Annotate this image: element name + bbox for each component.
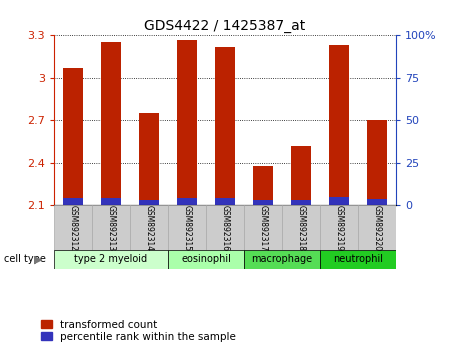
- Text: GSM892320: GSM892320: [373, 205, 382, 251]
- Bar: [176, 40, 198, 205]
- Title: GDS4422 / 1425387_at: GDS4422 / 1425387_at: [144, 19, 306, 33]
- Bar: [358, 205, 396, 250]
- Text: neutrophil: neutrophil: [333, 255, 383, 264]
- Bar: [130, 205, 168, 250]
- Bar: [244, 205, 282, 250]
- Bar: [168, 250, 244, 269]
- Text: eosinophil: eosinophil: [181, 255, 231, 264]
- Bar: [244, 250, 320, 269]
- Bar: [168, 205, 206, 250]
- Text: GSM892313: GSM892313: [107, 205, 116, 251]
- Text: ▶: ▶: [34, 255, 42, 264]
- Bar: [139, 113, 159, 205]
- Bar: [252, 200, 274, 205]
- Bar: [54, 205, 92, 250]
- Bar: [92, 205, 130, 250]
- Bar: [252, 166, 274, 205]
- Legend: transformed count, percentile rank within the sample: transformed count, percentile rank withi…: [41, 320, 236, 342]
- Bar: [139, 200, 159, 205]
- Bar: [100, 42, 122, 205]
- Text: GSM892319: GSM892319: [334, 205, 343, 251]
- Bar: [367, 120, 387, 205]
- Bar: [176, 198, 198, 205]
- Text: GSM892316: GSM892316: [220, 205, 230, 251]
- Bar: [328, 197, 350, 205]
- Bar: [63, 198, 83, 205]
- Text: type 2 myeloid: type 2 myeloid: [74, 255, 148, 264]
- Bar: [215, 47, 235, 205]
- Text: GSM892317: GSM892317: [258, 205, 267, 251]
- Bar: [291, 200, 311, 205]
- Bar: [215, 198, 235, 205]
- Bar: [291, 146, 311, 205]
- Bar: [328, 45, 350, 205]
- Text: cell type: cell type: [4, 255, 46, 264]
- Text: GSM892314: GSM892314: [144, 205, 153, 251]
- Text: GSM892318: GSM892318: [297, 205, 306, 251]
- Bar: [63, 68, 83, 205]
- Bar: [320, 205, 358, 250]
- Bar: [206, 205, 244, 250]
- Bar: [320, 250, 396, 269]
- Text: macrophage: macrophage: [252, 255, 313, 264]
- Text: GSM892315: GSM892315: [183, 205, 192, 251]
- Bar: [100, 198, 122, 205]
- Bar: [367, 199, 387, 205]
- Bar: [282, 205, 320, 250]
- Bar: [54, 250, 168, 269]
- Text: GSM892312: GSM892312: [68, 205, 77, 251]
